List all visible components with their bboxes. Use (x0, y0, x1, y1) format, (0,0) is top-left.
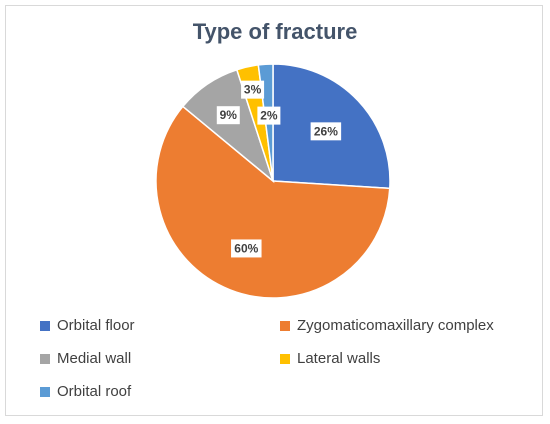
legend-label-orbital-floor: Orbital floor (57, 317, 135, 334)
data-label-box-zygomaticomaxillary-complex (231, 239, 262, 258)
legend-label-orbital-roof: Orbital roof (57, 383, 132, 400)
legend-item-medial-wall: Medial wall (40, 350, 131, 367)
legend-item-orbital-roof: Orbital roof (40, 383, 131, 400)
chart-title: Type of fracture (192, 19, 358, 44)
data-label-orbital-floor: 26% (314, 124, 338, 138)
data-label-lateral-walls: 3% (244, 83, 262, 97)
legend-item-zygomaticomaxillary-complex: Zygomaticomaxillary complex (280, 317, 494, 334)
legend-label-lateral-walls: Lateral walls (297, 350, 381, 367)
legend-item-orbital-floor: Orbital floor (40, 317, 135, 334)
data-label-zygomaticomaxillary-complex: 60% (234, 241, 258, 255)
data-label-medial-wall: 9% (220, 108, 238, 122)
legend-label-zygomaticomaxillary-complex: Zygomaticomaxillary complex (297, 317, 494, 334)
legend-swatch-medial-wall (40, 353, 50, 364)
pie-slice-zygomaticomaxillary-complex (155, 105, 391, 299)
legend-swatch-orbital-floor (40, 320, 50, 331)
data-label-box-orbital-floor (310, 122, 342, 141)
data-label-orbital-roof: 2% (260, 109, 278, 123)
legend-swatch-orbital-roof (40, 386, 50, 397)
data-label-box-medial-wall (216, 106, 240, 125)
legend-swatch-lateral-walls (280, 353, 290, 364)
data-label-box-lateral-walls (241, 80, 265, 99)
legend-swatch-zygomaticomaxillary-complex (280, 320, 290, 331)
data-label-box-orbital-roof (257, 106, 281, 125)
legend-label-medial-wall: Medial wall (57, 350, 132, 367)
legend-item-lateral-walls: Lateral walls (280, 350, 380, 367)
